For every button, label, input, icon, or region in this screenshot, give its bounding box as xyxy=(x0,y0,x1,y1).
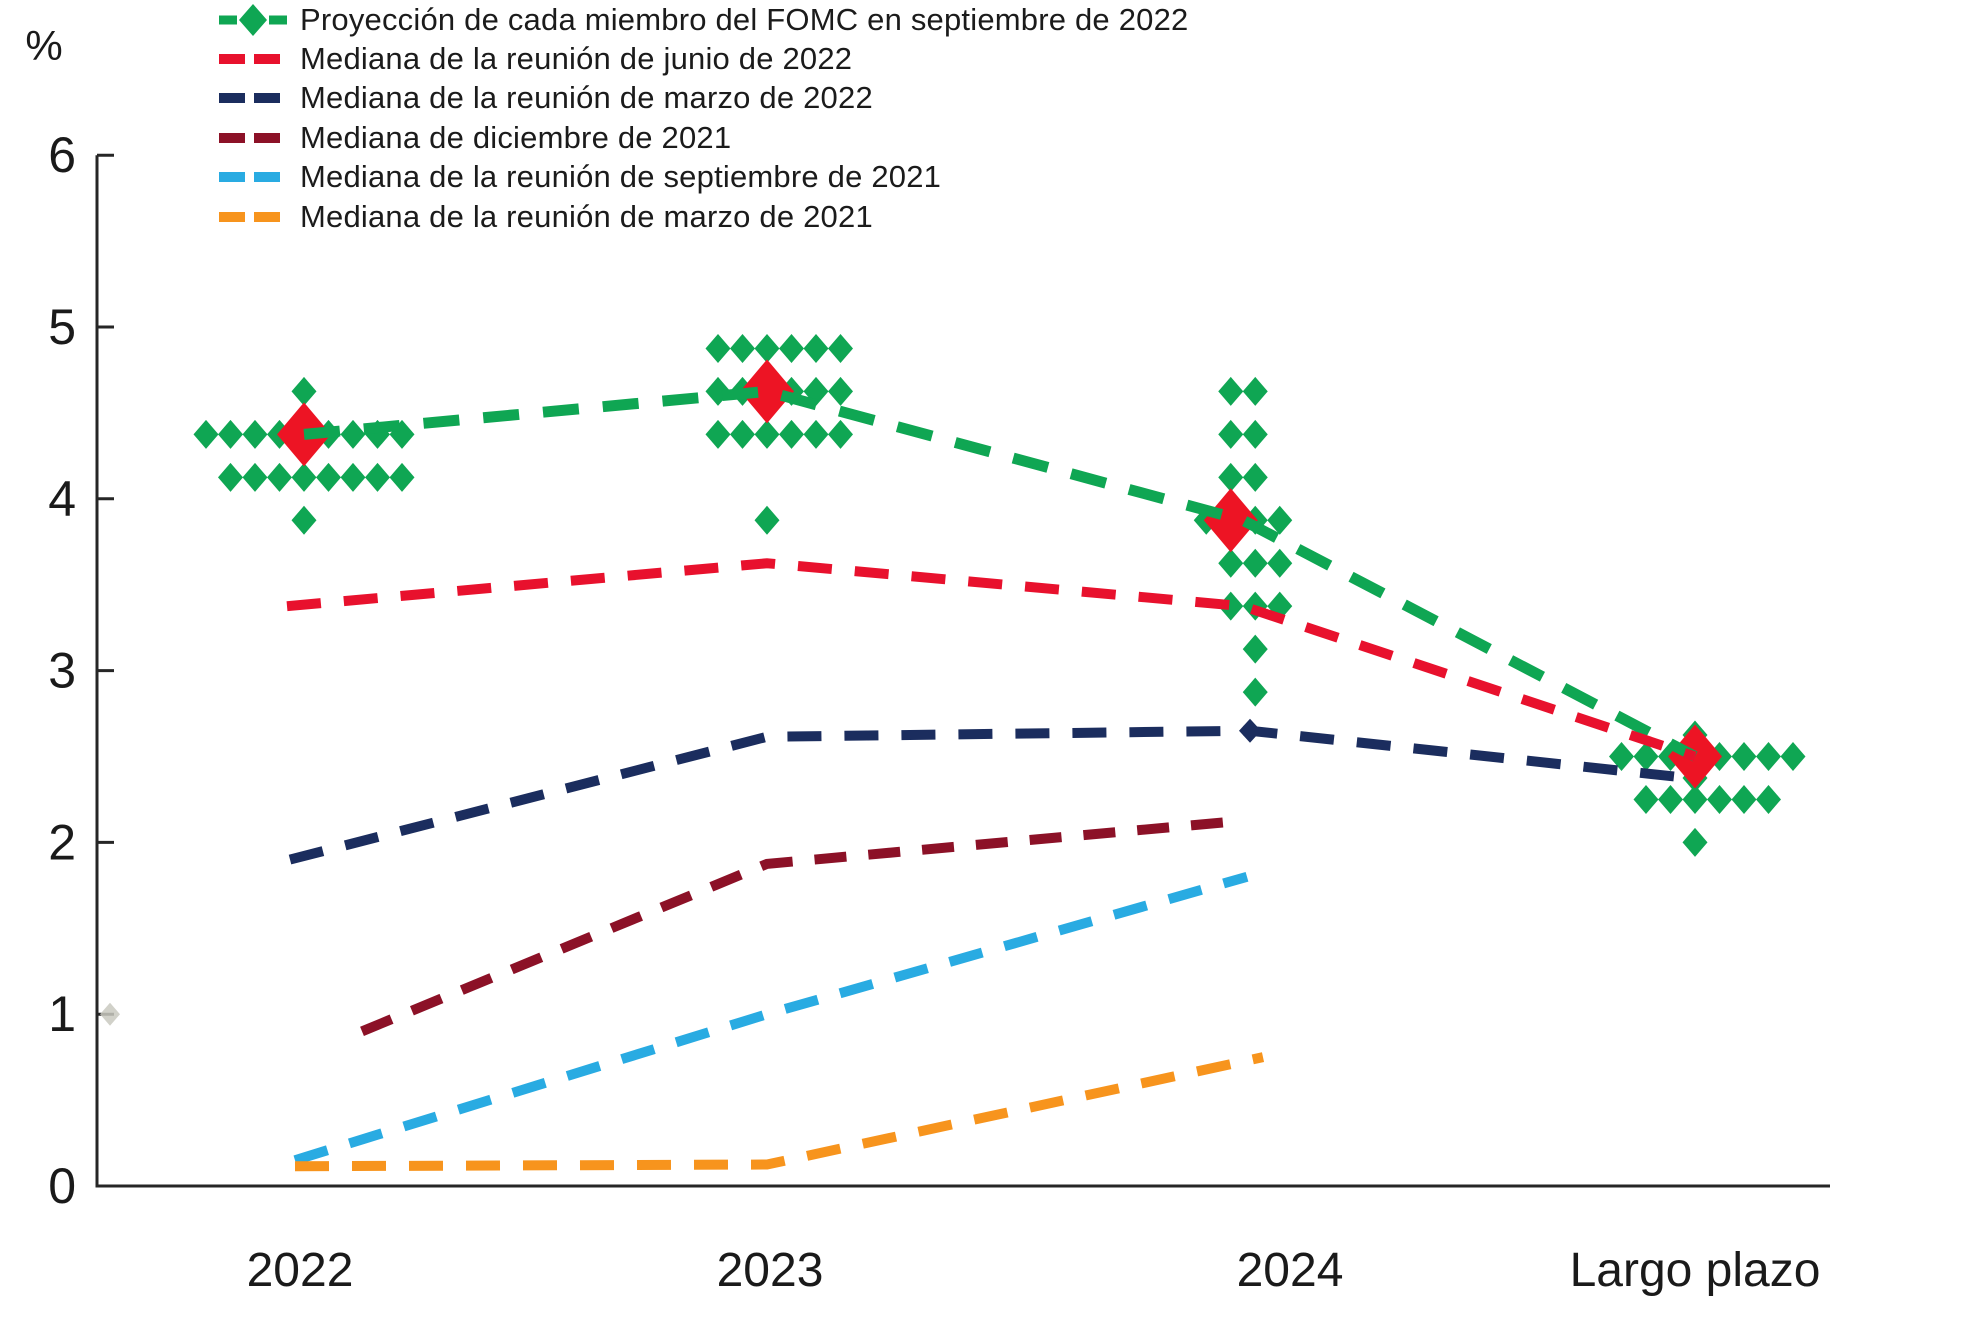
projection-dot xyxy=(267,462,292,492)
legend-item-4: Mediana de la reunión de septiembre de 2… xyxy=(218,158,1188,197)
projection-dot xyxy=(1242,419,1268,449)
projection-dot xyxy=(1633,784,1659,814)
projection-dot xyxy=(1218,376,1244,406)
legend-item-0: Proyección de cada miembro del FOMC en s… xyxy=(218,0,1188,39)
y-tick-label: 2 xyxy=(48,814,76,870)
projection-dot xyxy=(218,419,243,449)
projection-dot xyxy=(705,419,731,449)
dashed-line-icon xyxy=(219,172,280,183)
y-axis-unit-label: % xyxy=(25,22,62,69)
median-line-sep2021 xyxy=(293,871,1249,1166)
projection-dot xyxy=(1756,742,1781,771)
x-tick-label: 2024 xyxy=(1237,1244,1344,1297)
projection-dot xyxy=(705,333,731,363)
legend-item-3: Mediana de diciembre de 2021 xyxy=(218,118,1188,157)
median-line-sep2022 xyxy=(303,385,1698,762)
projection-dot xyxy=(730,333,755,363)
median-line-mar2021 xyxy=(294,1052,1265,1172)
legend: Proyección de cada miembro del FOMC en s… xyxy=(218,0,1188,236)
y-tick-label: 0 xyxy=(48,1158,76,1214)
projection-dot xyxy=(730,419,755,449)
median-line-mar2022-marker-diamond xyxy=(1239,718,1261,743)
projection-dot xyxy=(389,462,415,492)
projection-dot xyxy=(365,462,390,492)
projection-dot xyxy=(1756,784,1781,814)
legend-item-5: Mediana de la reunión de marzo de 2021 xyxy=(218,197,1188,236)
projection-dot xyxy=(1682,784,1708,814)
x-tick-label: 2023 xyxy=(717,1244,824,1297)
projection-dot xyxy=(291,376,317,406)
projection-dot xyxy=(1731,784,1757,814)
projection-dot xyxy=(1731,742,1757,771)
median-line-jun2022 xyxy=(286,558,1697,762)
projection-dot xyxy=(754,505,780,535)
y-tick-label: 5 xyxy=(48,299,76,355)
projection-dot xyxy=(1780,742,1806,771)
legend-item-label: Proyección de cada miembro del FOMC en s… xyxy=(300,1,1189,37)
projection-dot xyxy=(803,333,829,363)
legend-item-label: Mediana de la reunión de marzo de 2021 xyxy=(300,198,873,234)
gray-diamond-artifact xyxy=(100,1002,120,1026)
legend-item-label: Mediana de la reunión de marzo de 2022 xyxy=(300,80,873,116)
x-tick-label: Largo plazo xyxy=(1570,1244,1821,1297)
projection-dot xyxy=(754,419,780,449)
legend-item-label: Mediana de diciembre de 2021 xyxy=(300,119,732,155)
projection-dot xyxy=(803,419,829,449)
projection-dot xyxy=(828,419,853,449)
projection-dot xyxy=(242,419,268,449)
median-diamond-sep2022 xyxy=(1203,488,1258,553)
projection-dot xyxy=(1218,462,1244,492)
projection-dot xyxy=(754,333,780,363)
projection-dot xyxy=(828,376,853,406)
projection-dot xyxy=(1218,591,1244,621)
projection-dot xyxy=(1658,784,1683,814)
y-tick-label: 4 xyxy=(48,471,76,527)
projection-dot xyxy=(1609,742,1634,771)
projection-dot xyxy=(828,333,853,363)
projection-dot xyxy=(1242,634,1268,664)
projection-dot xyxy=(1267,548,1293,578)
x-tick-label: 2022 xyxy=(247,1244,354,1297)
y-tick-label: 3 xyxy=(48,643,76,699)
dashed-line-icon xyxy=(219,211,280,222)
projection-dot xyxy=(340,462,366,492)
projection-dot xyxy=(1242,548,1268,578)
projection-dot xyxy=(779,419,804,449)
projection-dot xyxy=(1707,784,1732,814)
projection-dot xyxy=(316,462,341,492)
median-line-dic2021 xyxy=(360,815,1241,1037)
projection-dot xyxy=(1242,462,1268,492)
legend-item-label: Mediana de la reunión de septiembre de 2… xyxy=(300,159,942,195)
y-tick-label: 1 xyxy=(48,986,76,1042)
projection-dot xyxy=(291,462,317,492)
green-diamond-dash-icon xyxy=(219,3,287,36)
dashed-line-icon xyxy=(219,132,280,143)
axis-lines xyxy=(95,155,1830,1188)
projection-dot xyxy=(1218,419,1244,449)
y-tick-label: 6 xyxy=(48,127,76,183)
projection-dot xyxy=(1267,505,1293,535)
legend-item-label: Mediana de la reunión de junio de 2022 xyxy=(300,41,853,77)
projection-dot xyxy=(1242,376,1268,406)
projection-dot xyxy=(242,462,268,492)
projection-dot xyxy=(779,333,804,363)
dashed-line-icon xyxy=(219,93,280,104)
projection-dot xyxy=(1633,742,1659,771)
projection-dot xyxy=(1242,677,1268,707)
projection-dot xyxy=(193,419,219,449)
legend-item-2: Mediana de la reunión de marzo de 2022 xyxy=(218,79,1188,118)
legend-item-1: Mediana de la reunión de junio de 2022 xyxy=(218,39,1188,78)
projection-dot xyxy=(1218,548,1244,578)
projection-dot xyxy=(218,462,243,492)
dashed-line-icon xyxy=(219,54,280,65)
median-diamond-sep2022 xyxy=(740,359,794,424)
projection-dot xyxy=(291,505,317,535)
projection-dot xyxy=(340,419,366,449)
median-line-mar2022 xyxy=(288,725,1689,865)
projection-dot xyxy=(1682,827,1708,857)
